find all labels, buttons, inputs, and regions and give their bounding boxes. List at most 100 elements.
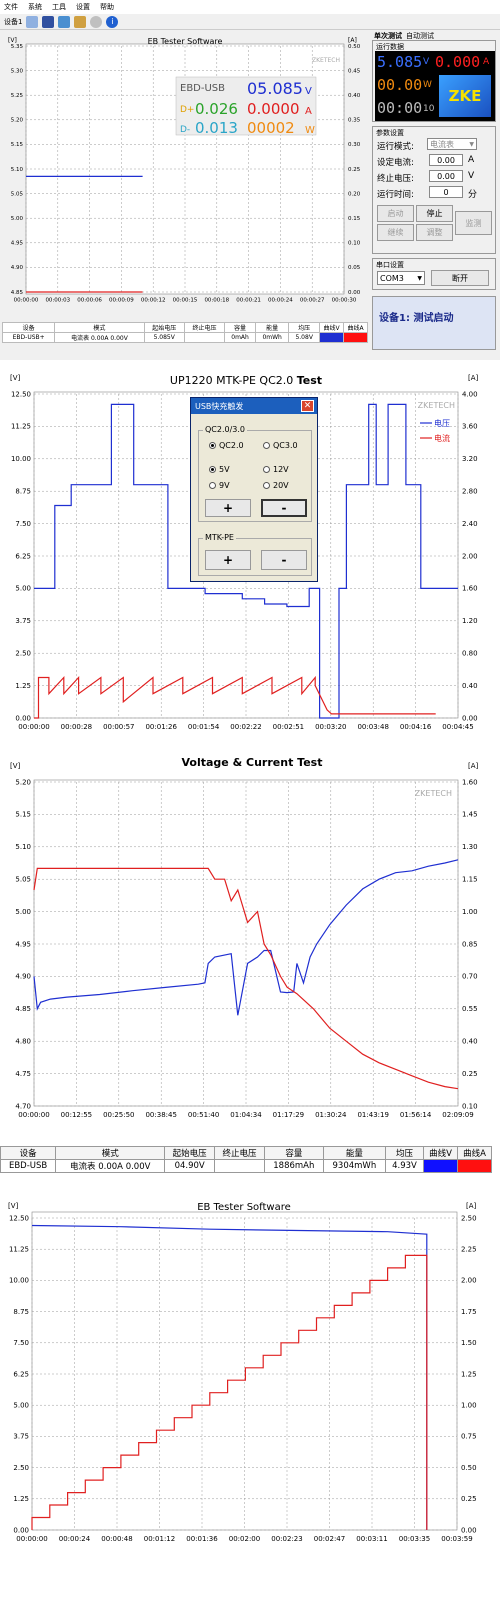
menu-settings[interactable]: 设置	[76, 3, 90, 11]
y-right-tick: 0.40	[348, 93, 361, 99]
radio-label: 12V	[273, 465, 289, 474]
zke-logo: ZKE	[439, 75, 491, 117]
curve-v-swatch[interactable]	[423, 1159, 458, 1173]
y-left-tick: 1.25	[13, 1495, 29, 1503]
run-time-suffix: 10	[423, 104, 435, 114]
curve-v-swatch[interactable]	[319, 332, 344, 343]
stop-voltage-input[interactable]: 0.00	[429, 170, 463, 182]
radio-5v[interactable]: 5V	[209, 465, 230, 474]
y-right-tick: 0.00	[348, 290, 361, 296]
x-tick: 00:00:12	[141, 298, 166, 304]
mode-select[interactable]: 电流表 ▼	[427, 138, 477, 150]
x-tick: 00:00:00	[14, 298, 39, 304]
radio-9v[interactable]: 9V	[209, 481, 230, 490]
radio-qc20[interactable]: QC2.0	[209, 441, 244, 450]
right-unit: [A]	[468, 762, 479, 770]
y-left-tick: 2.50	[15, 650, 31, 658]
radio-label: 5V	[219, 465, 230, 474]
mtk-minus-button[interactable]: -	[261, 550, 307, 570]
run-time-input[interactable]: 0	[429, 186, 463, 198]
menu-file[interactable]: 文件	[4, 3, 18, 11]
x-tick: 00:00:27	[300, 298, 325, 304]
qc-plus-button[interactable]: +	[205, 499, 251, 517]
menu-help[interactable]: 帮助	[100, 3, 114, 11]
header-avg-voltage: 均压	[288, 322, 320, 333]
menu-system[interactable]: 系统	[28, 3, 42, 11]
set-current-input[interactable]: 0.00	[429, 154, 463, 166]
cell-device: EBD-USB+	[1, 332, 56, 343]
adjust-button[interactable]: 调整	[416, 224, 453, 241]
monitor-button[interactable]: 监测	[455, 211, 492, 235]
header-start-voltage: 起始电压	[143, 322, 185, 333]
qc-minus-button[interactable]: -	[261, 499, 307, 517]
y-left-tick: 3.75	[15, 617, 31, 625]
y-left-tick: 12.50	[11, 390, 31, 398]
y-left-tick: 5.00	[11, 216, 24, 222]
overlay-device: EBD-USB	[180, 83, 225, 94]
start-button[interactable]: 启动	[377, 205, 414, 222]
x-tick: 01:04:34	[230, 1111, 262, 1119]
y-left-tick: 4.75	[15, 1070, 31, 1078]
y-left-tick: 5.25	[11, 93, 24, 99]
overlay-power-unit: W	[305, 125, 315, 136]
info-icon[interactable]: i	[106, 15, 119, 28]
run-power-unit: W	[423, 80, 432, 90]
run-data-display: 5.085 V 0.000 A 00.00 W 00:00 10 ZKE	[375, 51, 495, 121]
mode-value: 电流表	[430, 139, 454, 149]
device-selector[interactable]: 设备1	[4, 17, 23, 26]
port-select[interactable]: COM3 ▼	[377, 271, 425, 285]
dialog-title: USB快充触发	[195, 401, 244, 411]
y-left-tick: 4.90	[15, 973, 31, 981]
y-left-tick: 4.85	[11, 290, 24, 296]
x-tick: 00:03:20	[315, 723, 346, 731]
radio-qc30[interactable]: QC3.0	[263, 441, 298, 450]
table-header: 设备 模式 起始电压 终止电压 容量 能量 均压 曲线V 曲线A	[0, 1146, 492, 1160]
y-right-tick: 0.00	[462, 714, 478, 722]
tab-auto-test[interactable]: 自动测试	[406, 32, 434, 40]
continue-button[interactable]: 继续	[377, 224, 414, 241]
radio-dot	[209, 442, 216, 449]
curve-a-swatch[interactable]	[343, 332, 368, 343]
y-right-tick: 0.85	[462, 940, 478, 948]
y-right-tick: 4.00	[462, 390, 478, 398]
cell-capacity: 0mAh	[224, 332, 256, 343]
radio-12v[interactable]: 12V	[263, 465, 289, 474]
table-row[interactable]: EBD-USB 电流表 0.00A 0.00V 04.90V 1886mAh 9…	[0, 1159, 492, 1173]
mtk-group-label: MTK-PE	[203, 533, 236, 542]
radio-20v[interactable]: 20V	[263, 481, 289, 490]
y-right-tick: 1.60	[462, 778, 478, 786]
zoom-icon[interactable]	[90, 15, 103, 28]
x-tick: 00:00:28	[61, 723, 92, 731]
overlay-dp-label: D+	[180, 105, 194, 115]
y-right-tick: 3.20	[462, 455, 478, 463]
disconnect-button[interactable]: 断开	[431, 270, 489, 286]
tools-icon[interactable]	[74, 15, 87, 28]
status-text: 设备1: 测试启动	[379, 313, 454, 324]
folder-icon[interactable]	[26, 15, 39, 28]
y-right-tick: 2.80	[462, 488, 478, 496]
left-unit: [V]	[8, 1202, 19, 1210]
x-tick: 00:00:00	[16, 1535, 47, 1543]
radio-label: 20V	[273, 481, 289, 490]
qc-group: QC2.0/3.0 QC2.0 QC3.0 5V 12V 9V 20V + -	[198, 425, 312, 522]
x-tick: 00:00:06	[77, 298, 102, 304]
curve-a-swatch[interactable]	[457, 1159, 492, 1173]
cell-mode: 电流表 0.00A 0.00V	[55, 1159, 166, 1173]
y-right-tick: 1.30	[462, 843, 478, 851]
stop-button[interactable]: 停止	[416, 205, 453, 222]
y-right-tick: 0.10	[348, 241, 361, 247]
y-right-tick: 0.50	[348, 44, 361, 50]
set-current-unit: A	[468, 155, 475, 165]
x-tick: 00:00:03	[45, 298, 70, 304]
tab-single-test[interactable]: 单次测试	[374, 32, 402, 40]
mtk-plus-button[interactable]: +	[205, 550, 251, 570]
chart-title: EB Tester Software	[148, 37, 223, 46]
x-tick: 00:02:22	[230, 723, 261, 731]
table-row[interactable]: EBD-USB+ 电流表 0.00A 0.00V 5.085V 0mAh 0mW…	[1, 332, 368, 343]
monitor-icon[interactable]	[58, 15, 71, 28]
save-icon[interactable]	[42, 15, 55, 28]
x-tick: 00:00:00	[18, 1111, 49, 1119]
close-icon[interactable]: ✕	[301, 400, 314, 412]
menu-tools[interactable]: 工具	[52, 3, 66, 11]
x-tick: 00:01:12	[144, 1535, 175, 1543]
